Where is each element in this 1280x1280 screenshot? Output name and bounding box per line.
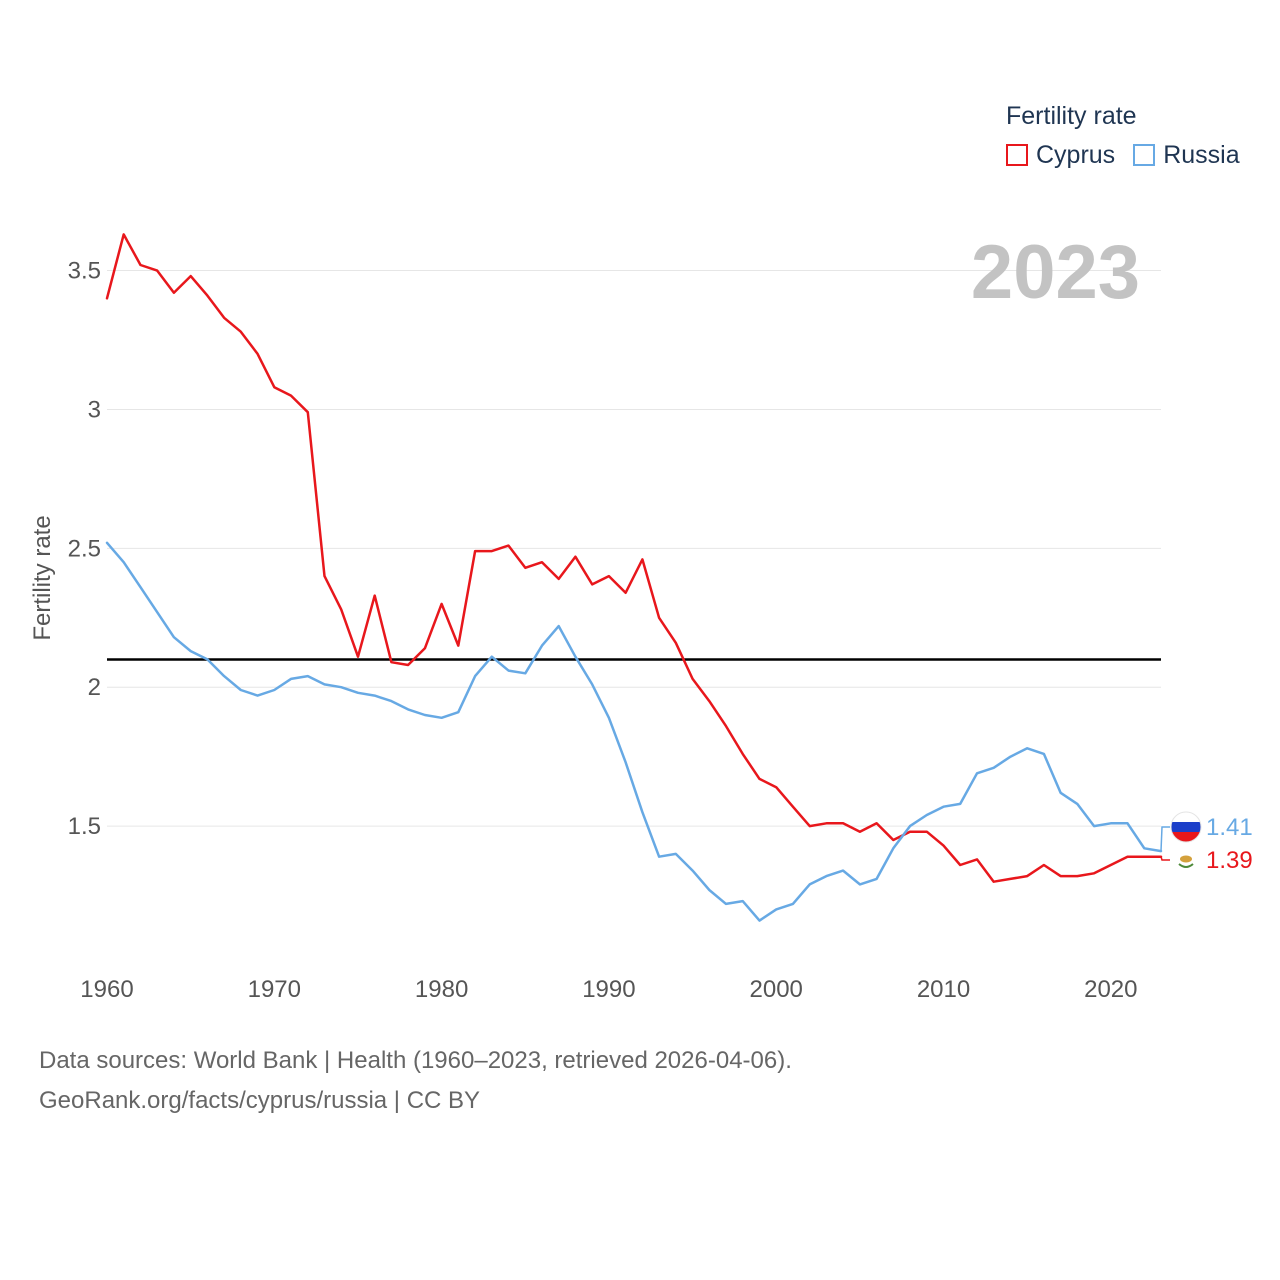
footer-credits: Data sources: World Bank | Health (1960–…: [39, 1041, 792, 1121]
russia-flag-icon: [1170, 811, 1202, 843]
legend-title: Fertility rate: [1006, 102, 1137, 130]
legend-item-russia[interactable]: Russia: [1133, 140, 1240, 170]
legend-label-russia: Russia: [1163, 141, 1240, 169]
x-tick-label: 1980: [415, 976, 468, 1003]
connector-cyprus: [1160, 856, 1170, 861]
x-tick-label: 2000: [750, 976, 803, 1003]
y-tick-label: 2.5: [68, 535, 101, 562]
year-watermark: 2023: [971, 230, 1140, 315]
connector-russia: [1160, 826, 1170, 852]
legend-swatch-russia: [1133, 144, 1156, 166]
end-markers: 1.39 1.41: [1160, 811, 1253, 875]
y-tick-label: 3.5: [68, 258, 101, 285]
legend: Fertility rate Cyprus Russia: [1006, 100, 1258, 170]
y-tick-label: 3: [88, 396, 101, 423]
end-label-cyprus: 1.39: [1206, 847, 1253, 874]
legend-items: Cyprus Russia: [1006, 140, 1258, 170]
cyprus-flag-icon: [1171, 845, 1201, 875]
x-tick-label: 1960: [80, 976, 133, 1003]
x-tick-label: 2020: [1084, 976, 1137, 1003]
y-tick-label: 1.5: [68, 813, 101, 840]
gridlines: [107, 270, 1161, 827]
legend-label-cyprus: Cyprus: [1036, 141, 1116, 169]
x-tick-label: 1970: [248, 976, 301, 1003]
series-line-cyprus: [105, 233, 1163, 883]
end-label-russia: 1.41: [1206, 814, 1253, 841]
attribution-text: GeoRank.org/facts/cyprus/russia | CC BY: [39, 1087, 481, 1114]
y-axis-label: Fertility rate: [29, 515, 56, 640]
x-tick-label: 2010: [917, 976, 970, 1003]
legend-swatch-cyprus: [1006, 144, 1028, 166]
y-axis-ticks: 1.5 2 2.5 3 3.5: [68, 258, 101, 841]
x-tick-label: 1990: [582, 976, 635, 1003]
series-line-russia: [105, 541, 1163, 922]
series-lines: [105, 233, 1163, 922]
x-axis-ticks: 1960 1970 1980 1990 2000 2010 2020: [80, 976, 1137, 1003]
y-tick-label: 2: [88, 674, 101, 701]
data-sources-text: Data sources: World Bank | Health (1960–…: [39, 1047, 792, 1074]
legend-item-cyprus[interactable]: Cyprus: [1006, 140, 1115, 170]
